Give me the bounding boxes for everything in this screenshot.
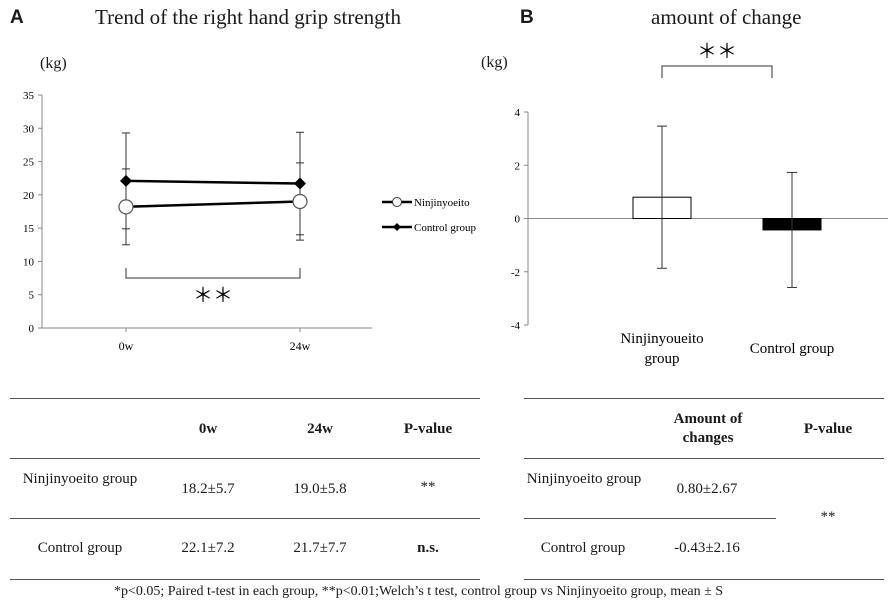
- table-a-cell: 21.7±7.7: [293, 540, 347, 556]
- panel-b-title: amount of change: [651, 5, 802, 29]
- y-tick-label: 4: [515, 107, 521, 119]
- table-a-header-24w: 24w: [307, 421, 333, 437]
- table-a-cell: 18.2±5.7: [181, 481, 235, 497]
- y-tick-label: -4: [511, 320, 521, 332]
- panel-b-letter: B: [520, 7, 534, 28]
- significance-label: ＊＊: [193, 285, 233, 307]
- table-a-pvalue: **: [420, 479, 436, 495]
- y-tick-label: 10: [23, 256, 35, 268]
- y-tick-label: 0: [29, 323, 35, 335]
- table-a-pvalue: n.s.: [417, 540, 439, 556]
- data-point: [292, 193, 308, 210]
- significance-bracket: [125, 268, 301, 279]
- table-b-pvalue: **: [820, 509, 836, 525]
- amount-of-change-bar-chart: -4 -2 0 2 4 Ninjinyoueito group Control group ＊＊: [511, 41, 888, 367]
- legend-label: Ninjinyoeito: [414, 197, 470, 209]
- table-b-cell: 0.80±2.67: [676, 481, 738, 497]
- table-b-row-label: Ninjinyoeito group: [526, 471, 642, 487]
- y-tick-label: 35: [23, 90, 35, 102]
- series-line-0: [125, 200, 301, 209]
- series-line-1: [125, 179, 301, 185]
- table-b-cell: -0.43±2.16: [674, 540, 740, 556]
- data-point: [120, 174, 132, 187]
- legend-label: Control group: [414, 222, 477, 234]
- footnote: *p<0.05; Paired t-test in each group, **…: [114, 584, 724, 599]
- panel-a-unit: (kg): [40, 55, 67, 72]
- significance-bracket: [661, 65, 773, 78]
- table-a-header-pvalue: P-value: [403, 421, 453, 437]
- y-tick-label: 0: [515, 214, 521, 226]
- grip-strength-line-chart: 0 5 10 15 20 25 30 35 0w 24w Ninjinyoeito Control g…: [23, 90, 477, 353]
- panel-b-unit: (kg): [481, 54, 508, 71]
- category-label: Control group: [750, 341, 835, 357]
- table-a-cell: 19.0±5.8: [293, 481, 347, 497]
- category-label: group: [645, 351, 680, 367]
- y-tick-label: 15: [23, 223, 35, 235]
- panel-a-letter: A: [10, 7, 24, 28]
- table-b-header-change: Amount of changes: [673, 411, 743, 446]
- x-tick-label: 0w: [119, 339, 134, 353]
- panel-a-title: Trend of the right hand grip strength: [95, 5, 402, 29]
- table-a-row-label: Control group: [37, 540, 123, 556]
- data-point: [294, 177, 306, 190]
- table-b-header-pvalue: P-value: [803, 421, 853, 437]
- y-tick-label: 20: [23, 190, 35, 202]
- legend-marker: [392, 197, 402, 207]
- legend-marker: [393, 223, 401, 231]
- y-tick-label: 5: [29, 290, 35, 302]
- x-tick-label: 24w: [290, 339, 311, 353]
- y-tick-label: 2: [515, 160, 521, 172]
- y-tick-label: 30: [23, 123, 35, 135]
- category-label: Ninjinyoueito: [620, 331, 703, 347]
- table-b-row-label: Control group: [540, 540, 626, 556]
- significance-label: ＊＊: [697, 41, 737, 63]
- y-tick-label: 25: [23, 157, 35, 169]
- table-a-cell: 22.1±7.2: [181, 540, 235, 556]
- y-tick-label: -2: [511, 267, 520, 279]
- data-point: [118, 199, 134, 215]
- table-a-row-label: Ninjinyoeito group: [22, 471, 138, 487]
- table-a-header-0w: 0w: [198, 421, 218, 437]
